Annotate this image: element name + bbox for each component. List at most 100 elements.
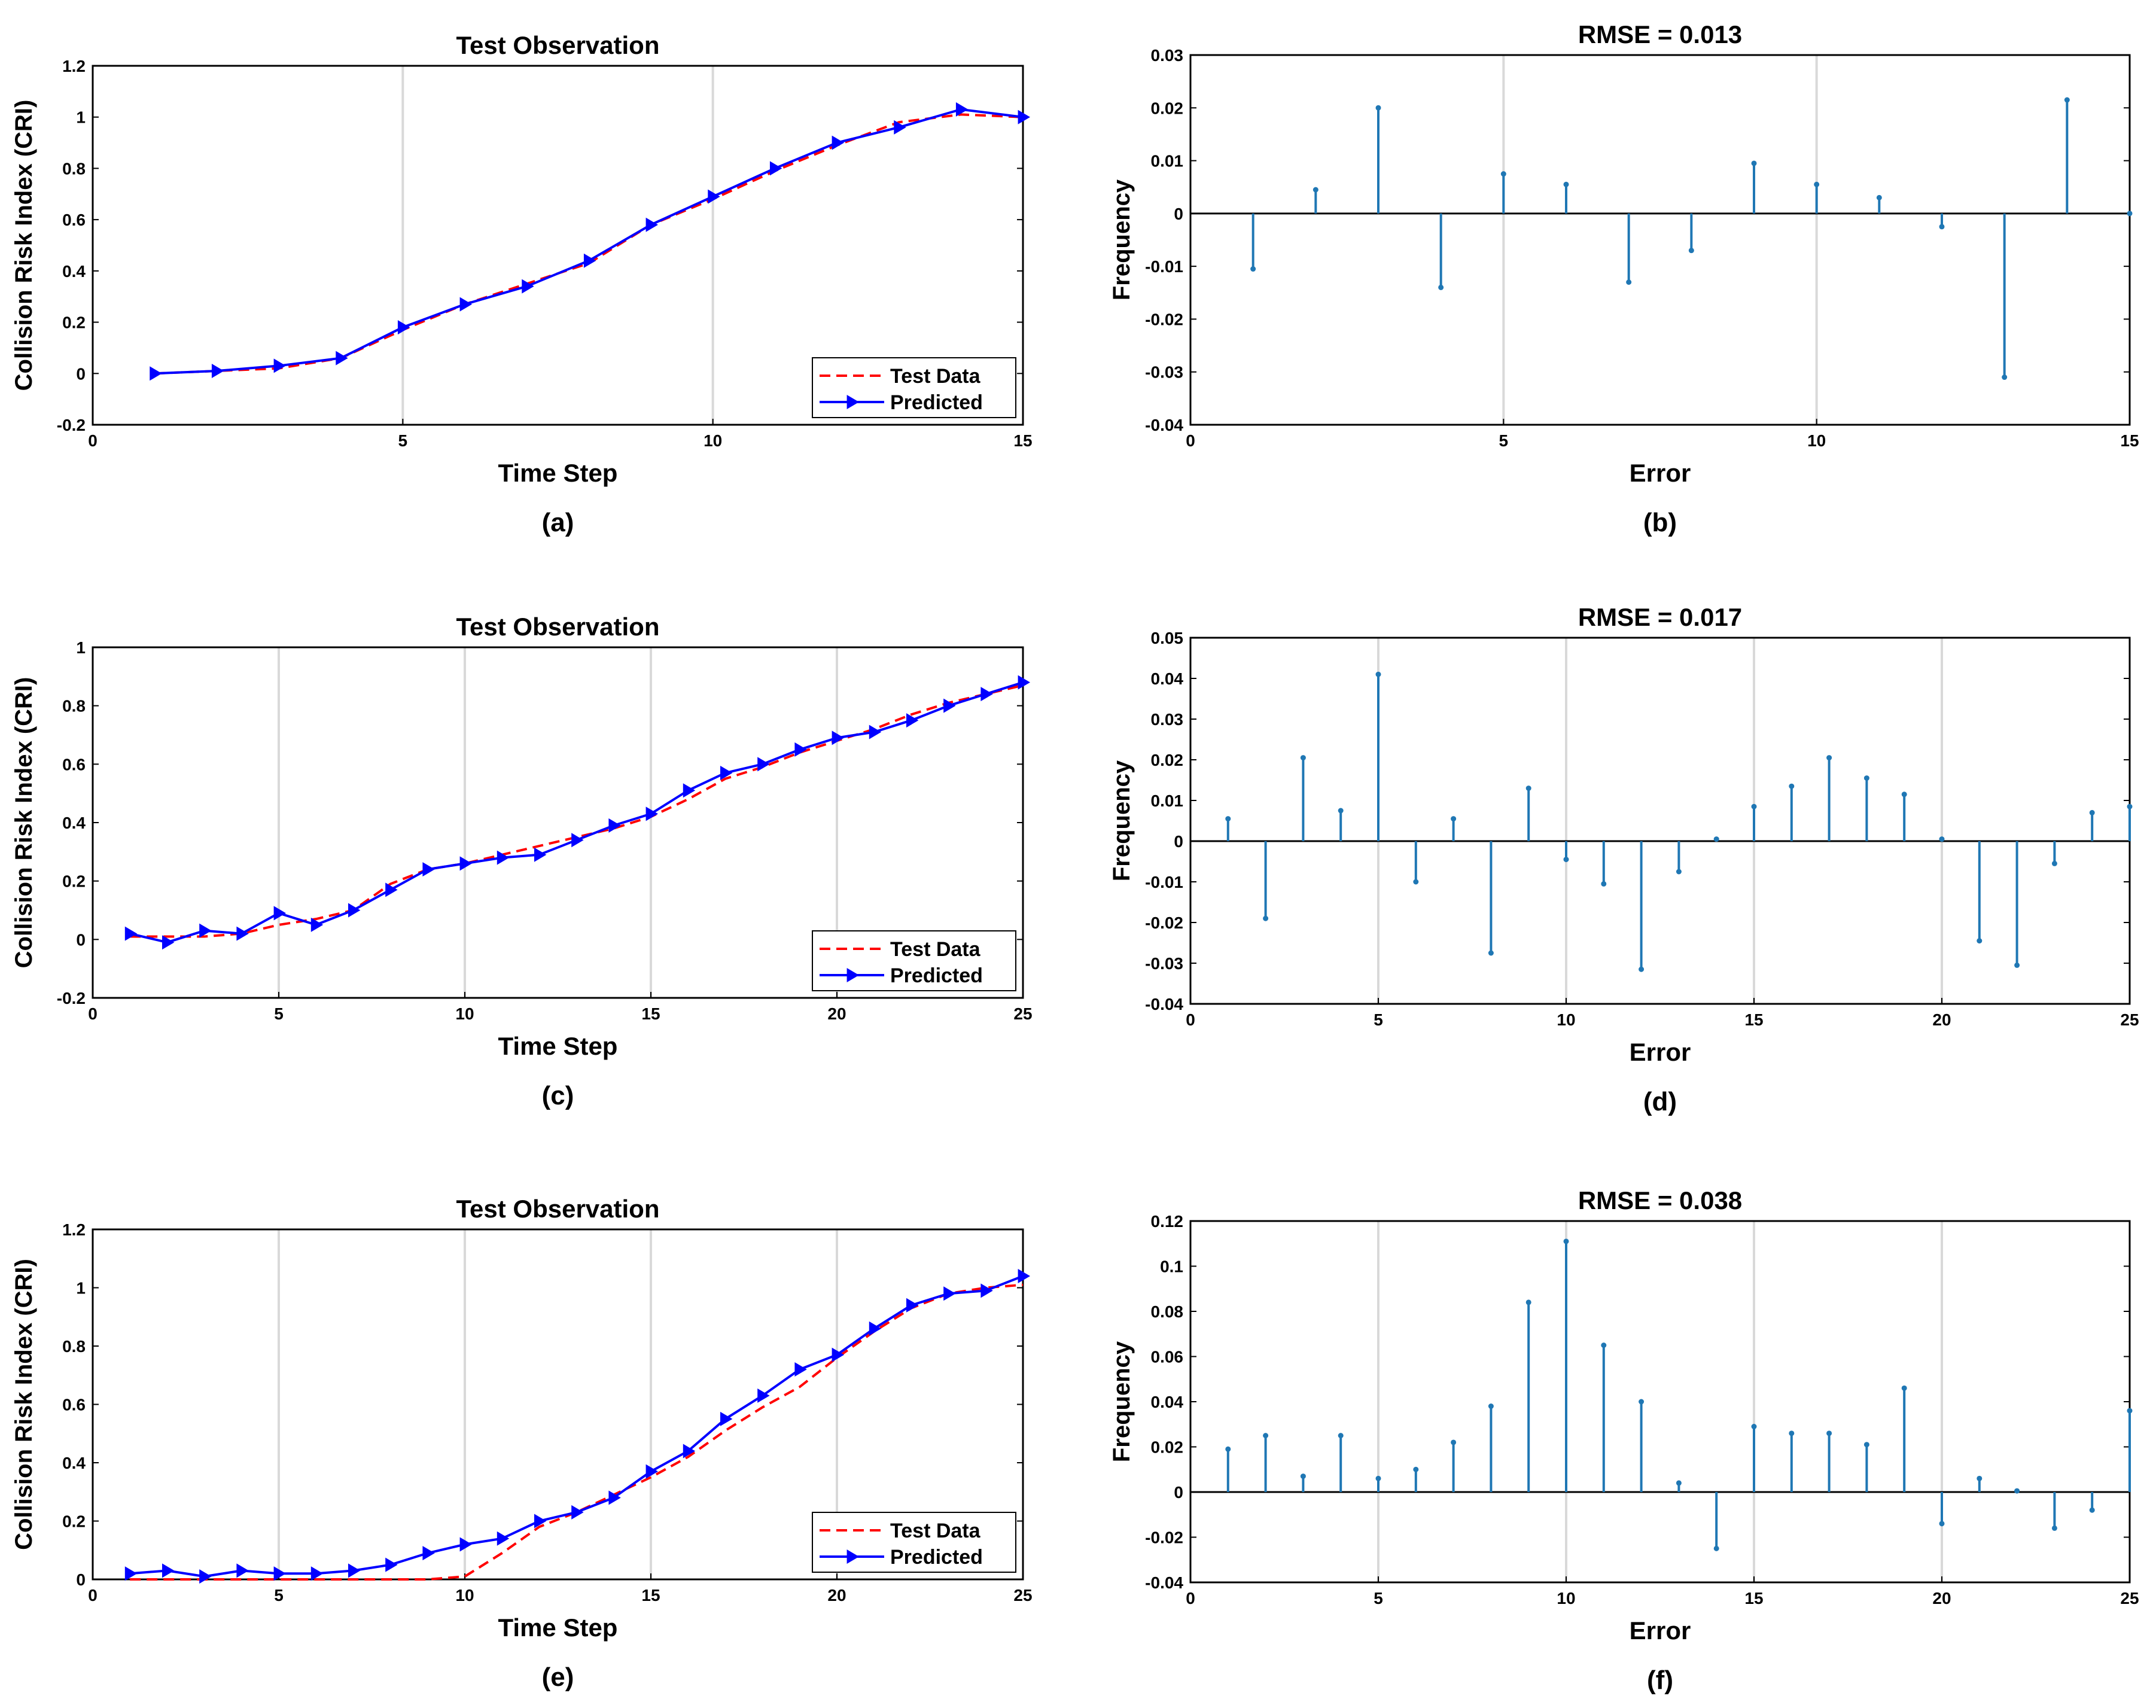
x-tick-label: 5 bbox=[274, 1586, 284, 1605]
predicted-marker bbox=[683, 1444, 696, 1459]
predicted-marker bbox=[571, 833, 584, 848]
predicted-marker bbox=[273, 906, 286, 921]
legend-label-predicted: Predicted bbox=[890, 391, 983, 414]
chart-title: RMSE = 0.038 bbox=[1578, 1186, 1742, 1214]
chart-title: Test Observation bbox=[456, 31, 660, 59]
stem-marker bbox=[1901, 791, 1907, 797]
legend-label-predicted: Predicted bbox=[890, 1546, 983, 1569]
stem-marker bbox=[2014, 1488, 2020, 1494]
y-tick-label: 0.2 bbox=[62, 872, 86, 891]
y-tick-label: 0.6 bbox=[62, 755, 86, 774]
y-tick-label: 0 bbox=[1174, 832, 1183, 851]
stem-marker bbox=[1626, 279, 1632, 285]
stem-marker bbox=[2064, 97, 2070, 103]
predicted-marker bbox=[236, 926, 249, 941]
stem-marker bbox=[1639, 966, 1645, 972]
stem-marker bbox=[1751, 160, 1757, 166]
predicted-marker bbox=[422, 1546, 435, 1561]
stem-marker bbox=[1688, 248, 1694, 254]
predicted-marker bbox=[497, 850, 510, 865]
stem-marker bbox=[1977, 938, 1983, 944]
x-tick-label: 0 bbox=[88, 1004, 98, 1023]
stem-marker bbox=[1789, 1430, 1795, 1436]
x-tick-label: 25 bbox=[2120, 1589, 2139, 1607]
panel-caption: (e) bbox=[542, 1663, 574, 1692]
x-tick-label: 0 bbox=[88, 1586, 98, 1605]
predicted-marker bbox=[769, 161, 782, 176]
y-tick-label: -0.01 bbox=[1145, 873, 1183, 891]
y-tick-label: -0.2 bbox=[57, 416, 86, 434]
stem-marker bbox=[1563, 1238, 1569, 1244]
y-tick-label: 0.02 bbox=[1151, 1438, 1184, 1457]
x-tick-label: 0 bbox=[1186, 431, 1195, 450]
predicted-marker bbox=[832, 135, 844, 150]
panel-caption: (f) bbox=[1647, 1666, 1673, 1695]
stem-marker bbox=[2127, 211, 2133, 217]
y-tick-label: 0 bbox=[1174, 1483, 1183, 1502]
stem-marker bbox=[1451, 1439, 1457, 1445]
predicted-marker bbox=[459, 1537, 472, 1552]
y-axis-label: Collision Risk Index (CRI) bbox=[11, 1259, 37, 1550]
legend-label-test-data: Test Data bbox=[890, 365, 981, 388]
predicted-marker bbox=[794, 1362, 807, 1377]
stem-marker bbox=[1939, 224, 1945, 230]
predicted-marker bbox=[348, 903, 361, 918]
stem-marker bbox=[1826, 755, 1832, 761]
x-tick-label: 5 bbox=[1374, 1589, 1383, 1607]
stem-marker bbox=[1525, 1299, 1531, 1305]
stem-marker bbox=[1901, 1385, 1907, 1391]
x-tick-label: 0 bbox=[1186, 1589, 1195, 1607]
y-tick-label: 0.12 bbox=[1151, 1212, 1184, 1231]
stem-marker bbox=[1863, 1442, 1869, 1448]
stem-marker bbox=[2089, 809, 2095, 815]
stem-marker bbox=[1939, 1521, 1945, 1527]
y-tick-label: 0.6 bbox=[62, 1396, 86, 1414]
y-axis-label: Frequency bbox=[1109, 760, 1135, 881]
legend-marker-predicted bbox=[846, 1549, 859, 1564]
y-tick-label: -0.02 bbox=[1145, 914, 1183, 932]
predicted-marker bbox=[522, 279, 534, 294]
stem-marker bbox=[1751, 1424, 1757, 1430]
panel-b: 0 5 10 15 -0.04 -0.03 -0.02 -0.01 0 0.01 0.02 0.03 R… bbox=[1109, 20, 2139, 537]
y-tick-label: 0.05 bbox=[1151, 629, 1184, 647]
stem-marker bbox=[1225, 816, 1231, 822]
x-tick-label: 5 bbox=[1374, 1010, 1383, 1029]
predicted-marker bbox=[211, 364, 224, 378]
y-axis-label: Collision Risk Index (CRI) bbox=[11, 677, 37, 969]
legend-box bbox=[812, 1512, 1016, 1573]
stem-marker bbox=[1977, 1475, 1983, 1481]
predicted-marker bbox=[310, 1566, 324, 1581]
y-tick-label: 1 bbox=[76, 638, 86, 657]
predicted-marker bbox=[385, 882, 398, 897]
predicted-marker bbox=[1018, 1269, 1030, 1283]
x-tick-label: 10 bbox=[455, 1586, 474, 1605]
series-line-predicted bbox=[154, 108, 1024, 375]
predicted-marker bbox=[534, 847, 547, 862]
x-tick-label: 10 bbox=[1557, 1589, 1575, 1607]
predicted-marker bbox=[906, 1298, 919, 1313]
y-tick-label: 0.03 bbox=[1151, 46, 1184, 65]
y-tick-label: -0.2 bbox=[57, 989, 86, 1007]
x-tick-label: 20 bbox=[1932, 1589, 1951, 1607]
x-tick-label: 20 bbox=[1932, 1010, 1951, 1029]
series-line-test-data bbox=[154, 113, 1024, 375]
stem-marker bbox=[1375, 105, 1381, 111]
x-tick-label: 5 bbox=[274, 1004, 284, 1023]
stem-marker bbox=[1789, 783, 1795, 789]
predicted-marker bbox=[310, 917, 324, 932]
y-tick-label: 0.1 bbox=[1160, 1258, 1183, 1276]
predicted-marker bbox=[459, 856, 472, 871]
panel-caption: (c) bbox=[542, 1081, 574, 1110]
predicted-marker bbox=[534, 1514, 547, 1529]
stem-marker bbox=[1713, 1545, 1719, 1551]
y-tick-label: 0.4 bbox=[62, 262, 86, 281]
stem-marker bbox=[1563, 857, 1569, 863]
predicted-marker bbox=[832, 1347, 844, 1362]
predicted-marker bbox=[980, 1283, 993, 1298]
stem-marker bbox=[1826, 1430, 1832, 1436]
axes-box bbox=[92, 65, 1024, 426]
y-axis-label: Frequency bbox=[1109, 1341, 1135, 1462]
y-tick-label: 0.04 bbox=[1151, 669, 1184, 688]
stem-marker bbox=[1338, 808, 1344, 814]
